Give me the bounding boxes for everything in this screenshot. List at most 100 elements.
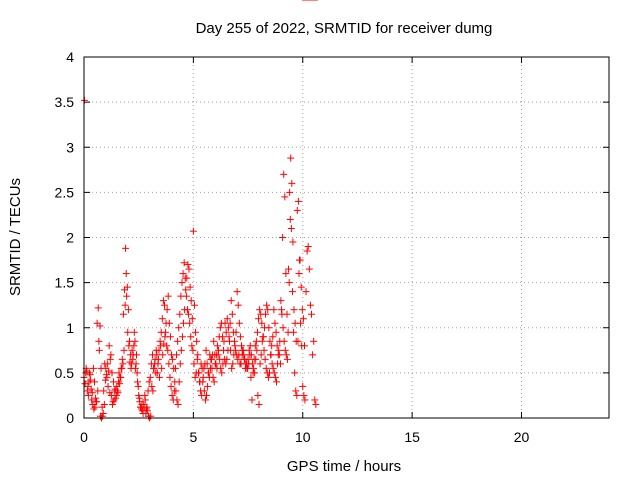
data-point — [279, 234, 287, 241]
data-point — [192, 328, 200, 336]
data-point — [86, 371, 94, 379]
data-point — [188, 342, 196, 350]
data-point — [164, 346, 172, 354]
data-point — [255, 315, 263, 323]
data-point — [100, 387, 108, 395]
data-point — [124, 328, 132, 336]
data-point — [155, 346, 163, 354]
y-tick-label: 2.5 — [55, 184, 75, 200]
data-point — [189, 346, 197, 354]
x-tick-label: 15 — [404, 429, 420, 445]
data-point — [300, 391, 308, 399]
data-point — [119, 310, 127, 318]
data-point — [87, 385, 95, 393]
data-point — [298, 306, 306, 314]
data-point — [247, 373, 255, 381]
data-point — [266, 369, 273, 377]
data-point — [165, 319, 173, 327]
data-point — [180, 259, 188, 267]
data-point — [83, 387, 91, 395]
data-point — [82, 369, 90, 377]
data-point — [282, 351, 290, 359]
data-point — [306, 301, 314, 309]
data-point — [234, 355, 242, 363]
data-point — [120, 346, 128, 354]
data-point — [294, 197, 302, 205]
data-point — [212, 360, 220, 368]
data-point — [96, 322, 104, 330]
data-point — [189, 227, 197, 235]
data-point — [208, 355, 216, 363]
data-point — [118, 355, 126, 363]
data-point — [296, 256, 304, 264]
data-point — [257, 351, 265, 359]
data-point — [270, 306, 278, 314]
data-point — [293, 391, 301, 399]
data-point — [294, 337, 302, 345]
data-point — [168, 391, 176, 399]
data-point — [283, 355, 291, 363]
y-axis-label: SRMTID / TECUs — [7, 178, 24, 296]
data-point — [133, 351, 140, 359]
data-point — [245, 360, 253, 368]
data-point — [188, 315, 196, 323]
data-point — [277, 297, 285, 305]
data-point — [84, 391, 92, 399]
data-point — [117, 373, 125, 381]
data-point — [235, 319, 243, 327]
data-point — [228, 364, 236, 372]
data-point — [264, 306, 272, 314]
data-point — [217, 319, 225, 327]
data-point — [286, 215, 294, 223]
data-point — [109, 398, 117, 406]
data-point — [239, 346, 247, 354]
y-tick-label: 2 — [66, 230, 74, 246]
data-point — [187, 333, 195, 341]
data-point — [159, 297, 167, 305]
data-point — [94, 304, 102, 312]
data-point — [213, 364, 221, 372]
data-point — [83, 367, 91, 375]
y-tick-label: 4 — [66, 49, 74, 65]
data-point — [121, 301, 129, 309]
data-point — [128, 346, 136, 354]
data-point — [187, 297, 195, 305]
data-point — [185, 310, 193, 318]
data-point — [163, 342, 171, 350]
data-point — [271, 319, 279, 327]
data-point — [100, 400, 108, 408]
data-point — [289, 238, 297, 246]
data-point — [182, 286, 190, 294]
data-point — [190, 301, 198, 309]
data-point — [177, 346, 185, 354]
data-point — [127, 351, 135, 359]
data-point — [258, 319, 266, 327]
data-point — [250, 355, 258, 363]
data-point — [146, 373, 154, 381]
y-tick-label: 0.5 — [55, 365, 75, 381]
data-point — [266, 337, 274, 345]
data-point — [273, 342, 281, 350]
data-point — [252, 337, 260, 345]
data-point — [258, 337, 266, 345]
data-point — [280, 337, 288, 345]
data-point — [169, 396, 177, 404]
x-tick-label: 10 — [295, 429, 311, 445]
y-tick-label: 0 — [66, 410, 74, 426]
data-point — [288, 179, 296, 187]
data-point — [134, 378, 142, 386]
data-point — [113, 387, 121, 395]
data-point — [264, 373, 272, 381]
data-point — [272, 328, 280, 336]
data-point — [285, 279, 293, 287]
data-point — [290, 306, 298, 314]
data-point — [275, 351, 283, 359]
data-point — [203, 360, 211, 368]
y-tick-label: 1.5 — [55, 275, 75, 291]
data-point — [164, 292, 172, 300]
data-point — [133, 369, 141, 377]
data-point — [271, 373, 279, 381]
data-point — [292, 387, 300, 395]
data-point — [263, 301, 271, 309]
data-point — [201, 396, 209, 404]
